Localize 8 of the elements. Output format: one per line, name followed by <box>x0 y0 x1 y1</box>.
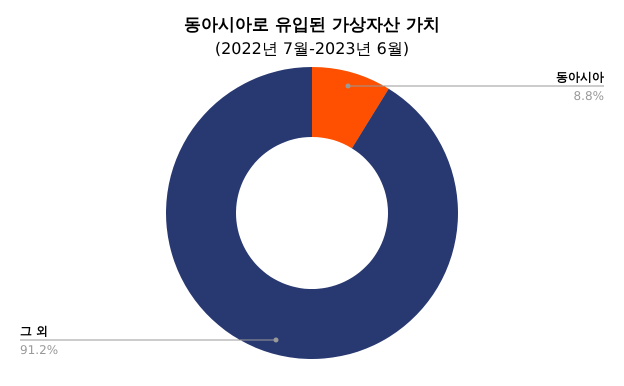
chart-subtitle: (2022년 7월-2023년 6월) <box>214 39 410 58</box>
data-label: 91.2% <box>20 342 58 357</box>
slice-label: 그 외 <box>20 324 48 338</box>
donut-slice <box>166 67 458 359</box>
data-label: 8.8% <box>574 89 604 104</box>
slice-label: 동아시아 <box>556 70 604 84</box>
chart-title: 동아시아로 유입된 가상자산 가치 <box>184 15 440 35</box>
donut-slice <box>312 67 389 148</box>
